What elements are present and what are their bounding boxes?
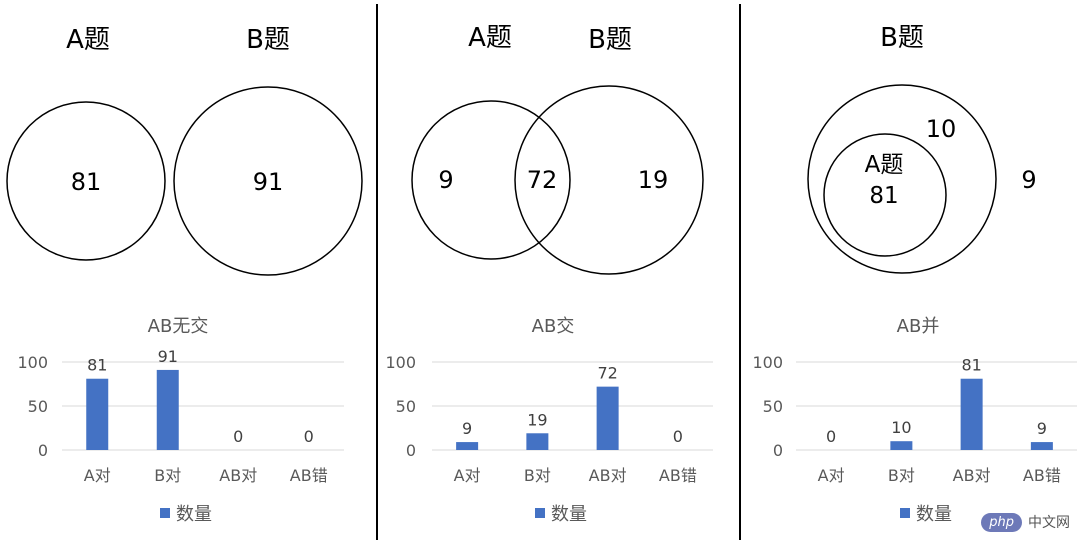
data-label: 81 — [87, 356, 107, 375]
bar-A对 — [86, 378, 109, 450]
watermark-text: 中文网 — [1028, 515, 1070, 531]
x-tick-label: B对 — [524, 466, 551, 485]
y-tick-label: 100 — [17, 353, 48, 372]
x-tick-label: A对 — [818, 466, 845, 485]
venn-region-b-only: 10 — [926, 115, 957, 143]
bar-AB对 — [960, 378, 983, 450]
chart-title: AB无交 — [148, 316, 209, 337]
venn-top-label-b: B题 — [246, 25, 290, 55]
venn-region-b: 91 — [253, 168, 284, 196]
venn-region-intersection: 72 — [527, 166, 558, 194]
watermark-logo: php — [981, 512, 1022, 532]
legend-swatch — [900, 508, 910, 518]
x-tick-label: AB对 — [219, 466, 257, 485]
venn-top-label-a: A题 — [468, 23, 512, 53]
venn-circle-a — [6, 101, 166, 261]
y-tick-label: 100 — [385, 353, 416, 372]
legend-label: 数量 — [176, 504, 212, 525]
venn-top-label-a: A题 — [66, 25, 110, 55]
chart-title: AB并 — [897, 316, 940, 337]
data-label: 81 — [961, 356, 981, 375]
y-tick-label: 100 — [752, 353, 783, 372]
legend-label: 数量 — [916, 504, 952, 525]
x-tick-label: AB错 — [659, 466, 697, 485]
venn-circle-a — [411, 100, 571, 260]
x-tick-label: B对 — [888, 466, 915, 485]
x-tick-label: A对 — [454, 466, 481, 485]
x-tick-label: AB对 — [953, 466, 991, 485]
x-tick-label: AB对 — [589, 466, 627, 485]
bar-AB错 — [1030, 442, 1053, 450]
x-tick-label: A对 — [84, 466, 111, 485]
y-tick-label: 50 — [28, 397, 48, 416]
bar-A对 — [456, 442, 479, 450]
y-tick-label: 0 — [406, 441, 416, 460]
bar-B对 — [526, 433, 549, 450]
venn-region-a: 81 — [869, 183, 898, 209]
venn-top-label-b: B题 — [588, 25, 632, 55]
data-label: 0 — [233, 427, 243, 446]
chart-title: AB交 — [532, 316, 575, 337]
bar-AB对 — [596, 386, 619, 450]
y-tick-label: 50 — [396, 397, 416, 416]
watermark: php 中文网 — [981, 512, 1070, 532]
data-label: 91 — [158, 347, 178, 366]
venn-circle-a — [823, 133, 947, 257]
venn-inner-label-a: A题 — [865, 152, 904, 178]
venn-circle-b — [173, 86, 363, 276]
legend-swatch — [535, 508, 545, 518]
bar-B对 — [156, 369, 179, 450]
x-tick-label: AB错 — [1023, 466, 1061, 485]
data-label: 72 — [597, 364, 617, 383]
bar-B对 — [890, 441, 913, 450]
y-tick-label: 50 — [763, 397, 783, 416]
data-label: 0 — [826, 427, 836, 446]
venn-circle-b — [514, 85, 704, 275]
venn-region-b-only: 19 — [638, 166, 669, 194]
legend-swatch — [160, 508, 170, 518]
data-label: 19 — [527, 410, 547, 429]
x-tick-label: AB错 — [290, 466, 328, 485]
venn-region-a: 81 — [71, 168, 102, 196]
venn-region-outside: 9 — [1021, 166, 1036, 194]
y-tick-label: 0 — [773, 441, 783, 460]
venn-top-label-b: B题 — [880, 23, 924, 53]
data-label: 9 — [462, 419, 472, 438]
venn-circle-b — [807, 84, 997, 274]
data-label: 9 — [1037, 419, 1047, 438]
venn-region-a-only: 9 — [438, 166, 453, 194]
x-tick-label: B对 — [154, 466, 181, 485]
y-tick-label: 0 — [38, 441, 48, 460]
legend-label: 数量 — [551, 504, 587, 525]
data-label: 0 — [673, 427, 683, 446]
data-label: 0 — [304, 427, 314, 446]
data-label: 10 — [891, 418, 911, 437]
